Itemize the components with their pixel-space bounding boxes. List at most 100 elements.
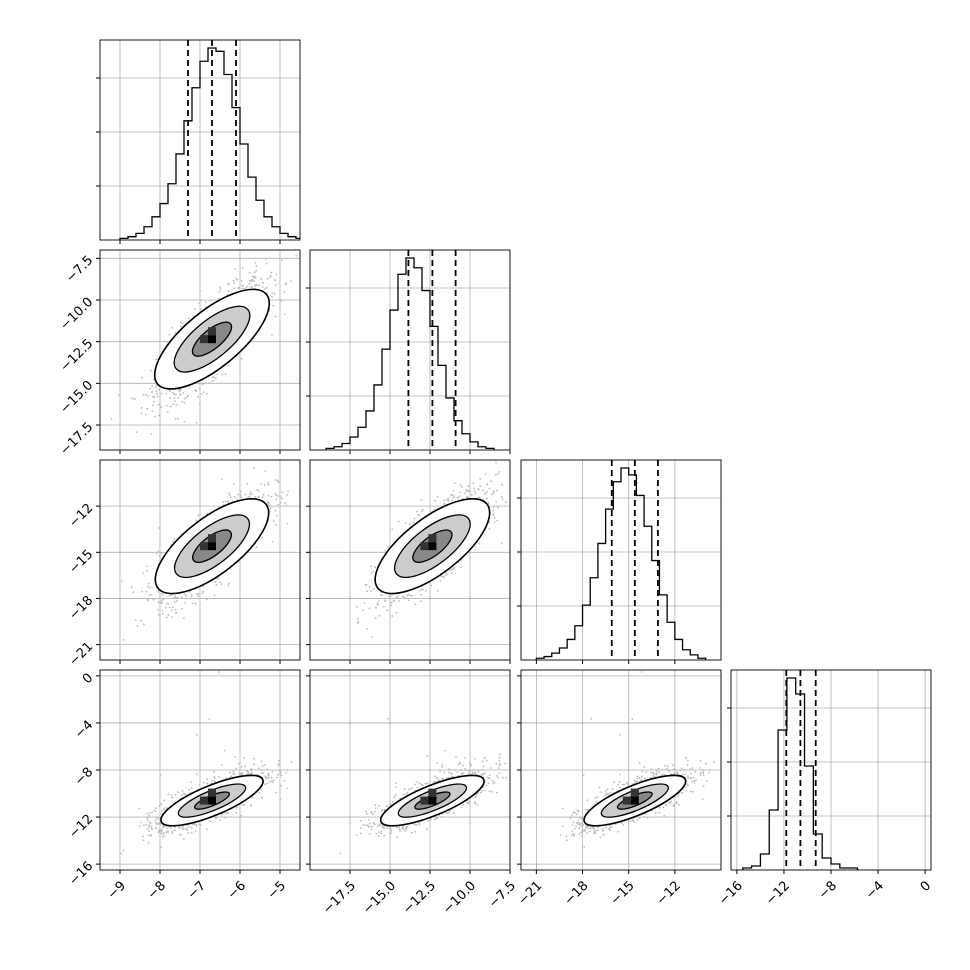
sample-point (496, 489, 498, 492)
sample-point (486, 490, 489, 493)
sample-point (174, 608, 177, 611)
sample-point (473, 490, 476, 492)
sample-point (479, 485, 482, 487)
sample-point (420, 498, 423, 501)
sample-point (145, 413, 147, 416)
sample-point (174, 400, 177, 403)
sample-point (232, 279, 235, 282)
sample-point (160, 599, 163, 602)
sample-point (281, 259, 283, 262)
sample-point (202, 391, 205, 394)
sample-point (450, 572, 453, 574)
sample-point (356, 617, 359, 620)
sample-point (251, 493, 253, 496)
sample-point (271, 295, 273, 298)
sample-point (436, 496, 439, 498)
sample-point (486, 483, 489, 486)
sample-point (355, 605, 358, 608)
sample-point (135, 431, 138, 433)
sample-point (391, 615, 394, 617)
sample-point (493, 521, 496, 524)
sample-point (390, 604, 393, 607)
sample-point (181, 827, 184, 830)
sample-point (418, 589, 421, 592)
sample-point (505, 501, 507, 504)
sample-point (227, 811, 230, 814)
sample-point (238, 772, 241, 774)
sample-point (395, 611, 398, 614)
sample-point (197, 514, 200, 517)
sample-point (233, 495, 236, 498)
sample-point (492, 490, 495, 492)
sample-point (446, 499, 448, 501)
sample-point (160, 406, 163, 408)
sample-point (154, 415, 156, 418)
sample-point (208, 382, 211, 385)
sample-point (452, 496, 455, 499)
sample-point (222, 501, 225, 504)
sample-point (497, 506, 499, 509)
sample-point (157, 591, 160, 593)
sample-point (228, 492, 231, 495)
sample-point (198, 403, 201, 406)
sample-point (146, 598, 149, 600)
sample-point (167, 614, 170, 616)
sample-point (281, 491, 284, 494)
sample-point (264, 470, 267, 473)
sample-point (373, 588, 375, 590)
sample-point (266, 278, 269, 280)
sample-point (486, 497, 488, 500)
sample-point (166, 341, 169, 343)
sample-point (206, 778, 209, 781)
sample-point (422, 508, 424, 511)
sample-point (166, 404, 168, 407)
sample-point (444, 574, 447, 576)
sample-point (132, 591, 135, 594)
sample-point (172, 391, 174, 394)
sample-point (295, 254, 298, 257)
sample-point (370, 590, 372, 592)
sample-point (147, 599, 150, 602)
sample-point (276, 776, 278, 779)
sample-point (183, 420, 186, 423)
sample-point (447, 499, 450, 502)
panel-1-1 (306, 249, 511, 454)
panel-1-0: −7.5−10.0−12.5−15.0−17.5 (58, 249, 301, 458)
sample-point (173, 601, 176, 603)
sample-point (512, 474, 514, 476)
sample-point (241, 287, 244, 290)
sample-point (198, 302, 201, 305)
sample-point (120, 852, 123, 855)
density-core-cell (428, 542, 437, 551)
sample-point (122, 849, 125, 852)
sample-point (430, 584, 433, 587)
sample-point (482, 489, 484, 492)
sample-point (172, 403, 175, 406)
sample-point (408, 523, 411, 526)
sample-point (270, 274, 272, 277)
sample-point (391, 528, 394, 531)
sample-point (156, 392, 159, 395)
sample-point (155, 358, 158, 361)
sample-point (396, 595, 399, 598)
sample-point (200, 299, 203, 302)
sample-point (165, 807, 168, 809)
sample-point (370, 565, 373, 568)
sample-point (201, 592, 204, 595)
sample-point (443, 503, 446, 506)
sample-point (174, 595, 177, 597)
sample-point (157, 609, 159, 611)
sample-point (260, 771, 263, 774)
sample-point (277, 503, 280, 506)
sample-point (147, 819, 149, 822)
sample-point (404, 522, 407, 524)
sample-point (262, 281, 264, 284)
sample-point (201, 383, 204, 386)
sample-point (223, 749, 226, 752)
sample-point (284, 502, 286, 505)
sample-point (237, 493, 240, 496)
sample-point (195, 421, 198, 424)
sample-point (412, 521, 415, 524)
sample-point (235, 277, 237, 280)
sample-point (166, 603, 168, 605)
